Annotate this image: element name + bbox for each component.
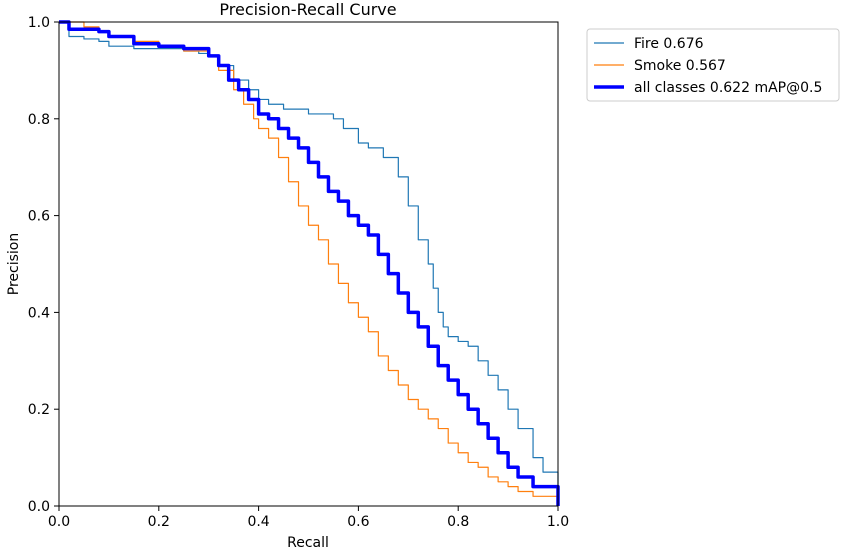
y-tick-label-4: 0.8 <box>28 112 50 128</box>
x-axis-label: Recall <box>287 535 329 551</box>
y-tick-label-1: 0.2 <box>28 402 50 418</box>
legend-items: Fire 0.676 Smoke 0.567 all classes 0.622 m… <box>594 36 822 96</box>
chart-title: Precision-Recall Curve <box>219 0 396 19</box>
x-tick-label-5: 1.0 <box>547 514 569 530</box>
y-tick-label-3: 0.6 <box>28 209 50 225</box>
x-tick-label-3: 0.6 <box>347 514 369 530</box>
x-tick-label-4: 0.8 <box>447 514 469 530</box>
y-tick-label-5: 1.0 <box>28 15 50 31</box>
plot-series-layer <box>59 20 560 506</box>
x-axis-ticks: 0.0 0.2 0.4 0.6 0.8 1.0 <box>48 506 569 530</box>
x-tick-label-1: 0.2 <box>148 514 170 530</box>
legend-label-0: Fire 0.676 <box>634 36 704 52</box>
legend-label-2: all classes 0.622 mAP@0.5 <box>634 80 822 96</box>
x-tick-label-0: 0.0 <box>48 514 70 530</box>
y-axis-label: Precision <box>6 233 22 295</box>
legend: Fire 0.676 Smoke 0.567 all classes 0.622 m… <box>586 28 840 102</box>
y-tick-label-0: 0.0 <box>28 499 50 515</box>
legend-box <box>586 28 840 102</box>
plot-frame <box>58 21 559 507</box>
y-tick-label-2: 0.4 <box>28 305 50 321</box>
series-line-1 <box>59 21 559 506</box>
y-axis-ticks: 0.0 0.2 0.4 0.6 0.8 1.0 <box>28 15 59 515</box>
legend-label-1: Smoke 0.567 <box>634 58 726 74</box>
series-line-2 <box>59 20 560 506</box>
x-tick-label-2: 0.4 <box>247 514 269 530</box>
